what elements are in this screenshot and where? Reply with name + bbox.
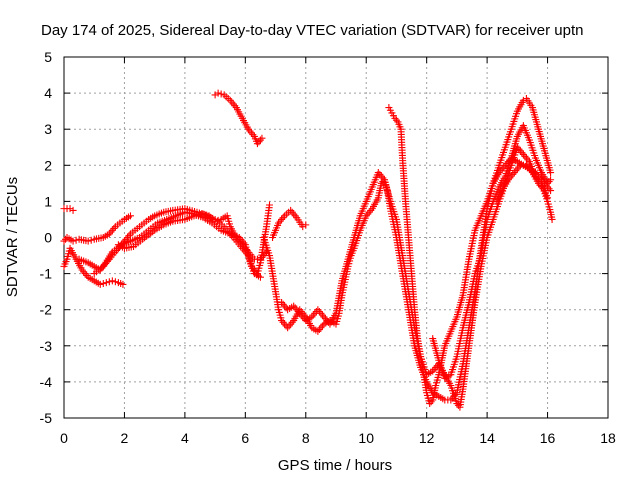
data-point-marker bbox=[548, 215, 556, 223]
data-point-marker bbox=[69, 237, 77, 245]
data-point-marker bbox=[99, 280, 107, 288]
x-tick-label: 18 bbox=[600, 430, 616, 446]
y-axis-label: SDTVAR / TECUs bbox=[4, 177, 21, 297]
y-tick-label: 3 bbox=[44, 121, 52, 137]
data-point-marker bbox=[547, 187, 555, 195]
x-tick-label: 2 bbox=[121, 430, 129, 446]
data-point-marker bbox=[108, 277, 116, 285]
x-tick-label: 4 bbox=[181, 430, 189, 446]
y-tick-label: -3 bbox=[40, 338, 53, 354]
data-point-marker bbox=[544, 194, 552, 202]
x-tick-label: 10 bbox=[358, 430, 374, 446]
data-point-marker bbox=[214, 89, 222, 97]
data-point-marker bbox=[84, 237, 92, 245]
data-point-marker bbox=[258, 134, 266, 142]
y-tick-label: 1 bbox=[44, 193, 52, 209]
x-tick-label: 12 bbox=[419, 430, 435, 446]
data-point-marker bbox=[119, 280, 127, 288]
y-tick-label: -2 bbox=[40, 302, 53, 318]
data-point-marker bbox=[69, 206, 77, 214]
data-point-marker bbox=[547, 169, 555, 177]
y-tick-label: 4 bbox=[44, 85, 52, 101]
x-tick-label: 14 bbox=[479, 430, 495, 446]
data-point-marker bbox=[102, 279, 110, 287]
data-point-marker bbox=[302, 221, 310, 229]
data-point-marker bbox=[266, 201, 274, 209]
y-tick-label: -1 bbox=[40, 266, 53, 282]
data-points bbox=[60, 89, 556, 411]
data-point-marker bbox=[217, 90, 225, 98]
x-tick-label: 16 bbox=[540, 430, 556, 446]
data-point-marker bbox=[105, 278, 113, 286]
data-point-marker bbox=[96, 280, 104, 288]
y-tick-label: -5 bbox=[40, 410, 53, 426]
y-tick-label: 2 bbox=[44, 157, 52, 173]
x-tick-label: 0 bbox=[60, 430, 68, 446]
x-tick-label: 6 bbox=[241, 430, 249, 446]
y-tick-label: -4 bbox=[40, 374, 53, 390]
y-tick-label: 0 bbox=[44, 230, 52, 246]
data-point-marker bbox=[126, 212, 134, 220]
chart-title: Day 174 of 2025, Sidereal Day-to-day VTE… bbox=[41, 22, 583, 39]
data-point-marker bbox=[87, 236, 95, 244]
x-axis-label: GPS time / hours bbox=[278, 457, 392, 474]
data-point-marker bbox=[547, 176, 555, 184]
x-tick-label: 8 bbox=[302, 430, 310, 446]
data-point-marker bbox=[111, 278, 119, 286]
y-tick-label: 5 bbox=[44, 49, 52, 65]
data-point-marker bbox=[256, 273, 264, 281]
